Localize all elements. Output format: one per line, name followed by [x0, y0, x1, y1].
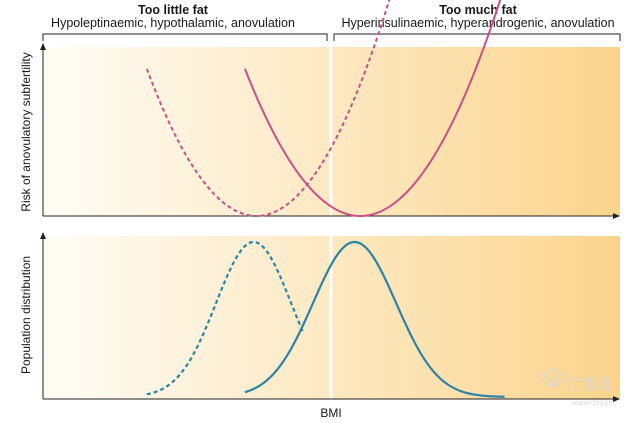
- header-left: Too little fat Hypoleptinaemic, hypothal…: [42, 3, 328, 41]
- top-dashed-risk-curve: [145, 0, 391, 218]
- watermark-url: www.dxy.cn: [572, 399, 613, 407]
- x-axis-label: BMI: [320, 406, 341, 420]
- bottom-dashed-distribution-curve: [146, 240, 304, 396]
- top-panel: Risk of anovulatory subfertility: [19, 0, 620, 219]
- top-solid-risk-curve: [244, 0, 502, 218]
- header-right-bracket: [333, 33, 621, 41]
- header-right-subtitle: Hyperinsulinaemic, hyperandrogenic, anov…: [341, 16, 614, 30]
- header-left-subtitle: Hypoleptinaemic, hypothalamic, anovulati…: [51, 16, 295, 30]
- header-right: Too much fat Hyperinsulinaemic, hyperand…: [333, 3, 621, 41]
- bottom-panel: Population distribution BMI: [19, 232, 620, 420]
- bottom-solid-distribution-curve: [244, 240, 505, 398]
- watermark: 丁香园 www.dxy.cn: [539, 367, 613, 407]
- header-left-title: Too little fat: [138, 3, 209, 17]
- top-panel-y-label: Risk of anovulatory subfertility: [19, 52, 33, 211]
- bottom-panel-y-label: Population distribution: [19, 256, 33, 374]
- header-right-title: Too much fat: [439, 3, 517, 17]
- flower-logo-icon: [539, 367, 567, 387]
- header-left-bracket: [42, 33, 328, 41]
- watermark-text: 丁香园: [568, 377, 610, 393]
